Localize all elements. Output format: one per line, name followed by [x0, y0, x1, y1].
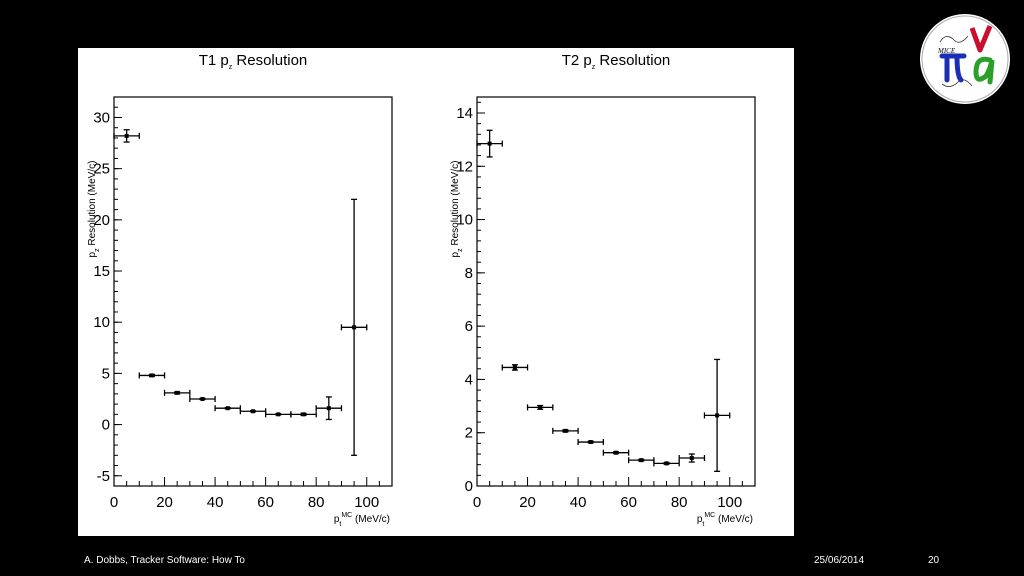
data-point [276, 412, 281, 417]
data-point [512, 365, 517, 370]
y-tick-label: 10 [93, 314, 110, 331]
y-tick-label: 14 [456, 105, 473, 122]
mice-logo: MICE [920, 14, 1010, 104]
x-tick-label: 20 [519, 494, 536, 511]
x-axis-label-1: ptMC (MeV/c) [334, 512, 390, 528]
data-point [614, 450, 618, 455]
x-tick-label: 80 [671, 494, 688, 511]
x-tick-label: 0 [110, 494, 118, 511]
data-point [326, 406, 331, 411]
data-point [124, 133, 129, 138]
y-tick-label: 4 [465, 371, 473, 388]
y-axis-label-1: pz Resolution (MeV/c) [87, 161, 101, 258]
y-tick-label: 6 [465, 318, 473, 335]
y-tick-label: -5 [97, 468, 110, 485]
y-tick-label: 30 [93, 109, 110, 126]
data-point [149, 373, 154, 378]
data-point [301, 412, 306, 417]
chart-title-2: T2 pz Resolution [562, 52, 671, 71]
y-tick-label: 0 [465, 478, 473, 495]
data-point [715, 413, 720, 418]
x-tick-label: 40 [207, 494, 224, 511]
data-point [538, 405, 543, 410]
footer-author: A. Dobbs, Tracker Software: How To [84, 555, 245, 566]
x-tick-label: 60 [257, 494, 274, 511]
y-tick-label: 0 [102, 417, 110, 434]
footer-page-number: 20 [928, 555, 940, 566]
svg-text:MICE: MICE [937, 47, 956, 55]
x-tick-label: 40 [570, 494, 587, 511]
data-point [588, 440, 593, 445]
y-tick-label: 15 [93, 263, 110, 280]
x-tick-label: 60 [620, 494, 637, 511]
data-point [689, 456, 694, 461]
y-tick-label: 12 [456, 158, 473, 175]
y-tick-label: 25 [93, 161, 110, 178]
data-point [664, 461, 669, 466]
y-tick-label: 5 [102, 365, 110, 382]
figure-panel: T1 pz Resolution 0 20 40 60 80 100 -5 0 5 10 15 20 25… [78, 48, 794, 536]
chart-title-1: T1 pz Resolution [199, 52, 308, 71]
plot-frame-1 [113, 96, 393, 487]
data-point [225, 406, 230, 411]
x-tick-label: 100 [354, 494, 379, 511]
y-tick-label: 20 [93, 212, 110, 229]
y-tick-label: 10 [456, 212, 473, 229]
data-point [251, 409, 255, 414]
mice-logo-icon: MICE [921, 15, 1009, 103]
data-point [175, 390, 180, 395]
data-point [487, 141, 492, 146]
data-point [639, 458, 644, 463]
x-tick-label: 100 [717, 494, 742, 511]
x-tick-label: 20 [156, 494, 173, 511]
x-tick-label: 80 [308, 494, 325, 511]
data-point [200, 396, 205, 401]
y-axis-label-2: pz Resolution (MeV/c) [450, 161, 464, 258]
x-tick-label: 0 [473, 494, 481, 511]
x-axis-label-2: ptMC (MeV/c) [697, 512, 753, 528]
plot-frame-2 [476, 96, 756, 487]
footer-date: 25/06/2014 [814, 555, 865, 566]
data-point [352, 325, 357, 330]
y-tick-label: 8 [465, 265, 473, 282]
data-point [563, 428, 568, 433]
y-tick-label: 2 [465, 425, 473, 442]
